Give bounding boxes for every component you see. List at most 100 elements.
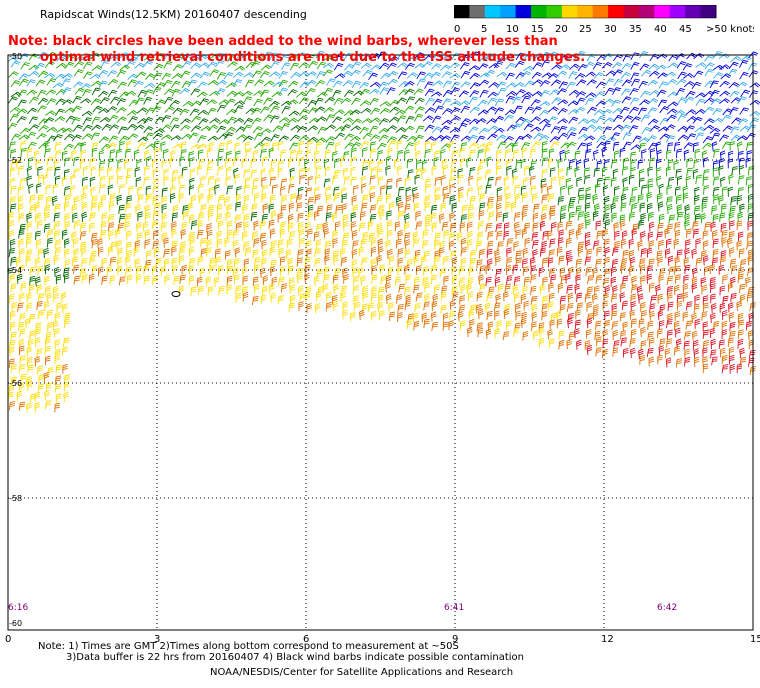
wind-barb [97, 238, 103, 249]
wind-barb [290, 192, 297, 203]
wind-barb [287, 213, 294, 224]
wind-barb [171, 257, 178, 268]
wind-barb [72, 95, 82, 104]
wind-barb [190, 195, 197, 205]
wind-barb [289, 167, 295, 178]
wind-barb [315, 223, 323, 233]
wind-barb [728, 150, 734, 161]
wind-barb [107, 214, 115, 224]
wind-barb [215, 213, 223, 223]
wind-barb [739, 71, 749, 80]
wind-barb [360, 238, 368, 248]
wind-barb [686, 116, 698, 123]
wind-barb [38, 70, 49, 78]
legend-swatch [638, 5, 655, 18]
wind-barb [250, 211, 258, 222]
wind-barb [593, 210, 599, 221]
wind-barb [108, 124, 120, 131]
wind-barb [647, 231, 654, 242]
wind-barb [127, 274, 133, 285]
wind-barb [575, 309, 581, 320]
wind-barb [38, 374, 44, 385]
wind-barb [27, 141, 37, 150]
wind-barb [532, 248, 538, 260]
wind-barb [740, 89, 750, 97]
wind-barb [640, 114, 651, 123]
wind-barb [171, 228, 177, 239]
wind-barb [497, 241, 504, 251]
wind-barb [745, 276, 751, 287]
wind-barb [522, 331, 529, 341]
wind-barb [163, 88, 175, 96]
wind-barb [675, 338, 682, 349]
wind-barb [556, 246, 563, 257]
wind-barb [281, 105, 291, 114]
wind-barb [297, 273, 303, 284]
wind-barb [198, 193, 204, 204]
wind-barb [152, 275, 158, 286]
wind-barb [196, 229, 204, 239]
wind-barb [334, 132, 346, 140]
wind-barb [694, 109, 706, 115]
wind-barb [106, 142, 117, 150]
wind-barb [565, 237, 572, 248]
wind-barb [403, 221, 410, 233]
wind-barb [378, 81, 389, 89]
x-tick-label: 6 [303, 634, 309, 645]
wind-barb [260, 89, 270, 98]
wind-barb [424, 140, 431, 151]
wind-barb [27, 364, 34, 374]
wind-barb [655, 175, 662, 187]
wind-barb [180, 228, 187, 240]
wind-barb [621, 230, 628, 241]
wind-barb [521, 210, 528, 221]
wind-barb [701, 250, 707, 260]
wind-barb [234, 247, 241, 258]
wind-barb [551, 97, 562, 105]
wind-barb [169, 192, 176, 204]
wind-barb [199, 267, 206, 278]
wind-barb [271, 210, 277, 221]
wind-barb [234, 142, 241, 152]
wind-barb [101, 275, 108, 286]
wind-barb [360, 62, 372, 69]
wind-barb [532, 330, 539, 341]
wind-barb [314, 159, 320, 169]
wind-barb [269, 228, 276, 239]
wind-barb [702, 340, 709, 350]
wind-barb [540, 212, 547, 224]
wind-barb [574, 106, 586, 114]
wind-barb [622, 115, 634, 122]
wind-barb [496, 202, 502, 214]
wind-barb [71, 204, 78, 214]
wind-barb [333, 109, 345, 116]
wind-barb [334, 158, 340, 168]
wind-barb [371, 274, 378, 284]
wind-barb [694, 194, 700, 205]
wind-barb [739, 203, 745, 214]
wind-barb [387, 140, 397, 149]
legend-swatch [685, 5, 702, 18]
wind-barb [506, 165, 512, 176]
wind-barb [404, 264, 410, 275]
wind-barb [530, 185, 537, 196]
wind-barb [442, 312, 449, 323]
wind-barb [180, 241, 187, 251]
wind-barb [144, 73, 156, 80]
wind-barb [233, 71, 244, 78]
wind-barb [593, 149, 599, 161]
wind-barb [43, 117, 55, 124]
wind-barb [398, 81, 410, 88]
wind-barb [55, 364, 62, 375]
wind-barb [538, 109, 550, 117]
wind-barb [397, 134, 409, 142]
wind-barb [513, 276, 521, 286]
wind-barb [137, 107, 148, 114]
wind-barb [133, 246, 140, 257]
wind-barb [460, 214, 468, 224]
wind-barb [323, 55, 335, 62]
wind-barb [675, 148, 683, 159]
wind-barb [502, 212, 509, 222]
wind-barb [116, 265, 123, 276]
wind-barb [117, 81, 127, 89]
